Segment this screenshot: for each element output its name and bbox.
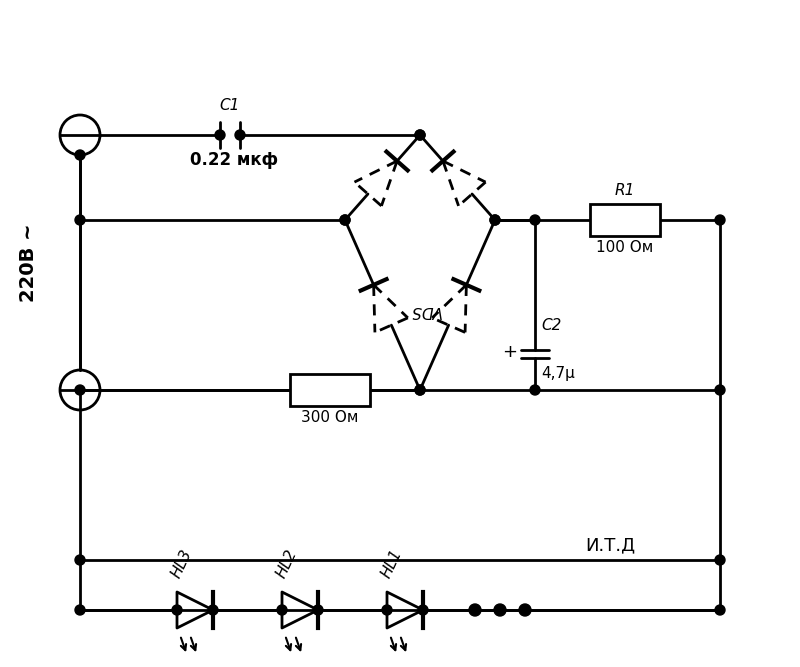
Circle shape xyxy=(235,130,245,140)
Circle shape xyxy=(382,605,392,615)
Text: C2: C2 xyxy=(541,318,562,333)
Circle shape xyxy=(490,215,500,225)
Circle shape xyxy=(415,385,425,395)
Circle shape xyxy=(469,604,481,616)
Circle shape xyxy=(530,385,540,395)
Bar xyxy=(590,204,660,236)
Circle shape xyxy=(715,555,725,565)
Text: 0.22 мкф: 0.22 мкф xyxy=(190,151,278,169)
Circle shape xyxy=(530,215,540,225)
Circle shape xyxy=(208,605,218,615)
Circle shape xyxy=(75,215,85,225)
Circle shape xyxy=(340,215,350,225)
Text: И.Т.Д: И.Т.Д xyxy=(585,536,635,554)
Circle shape xyxy=(75,385,85,395)
Text: 220В ~: 220В ~ xyxy=(18,223,38,301)
Circle shape xyxy=(172,605,182,615)
Text: +: + xyxy=(502,343,517,361)
Text: R1: R1 xyxy=(615,183,635,198)
Circle shape xyxy=(215,130,225,140)
Circle shape xyxy=(75,555,85,565)
Circle shape xyxy=(519,604,531,616)
Text: 4,7μ: 4,7μ xyxy=(541,366,574,381)
Circle shape xyxy=(415,130,425,140)
Circle shape xyxy=(313,605,323,615)
Circle shape xyxy=(494,604,506,616)
Text: HL3: HL3 xyxy=(169,547,195,580)
Text: 300 Ом: 300 Ом xyxy=(302,410,358,425)
Text: 100 Ом: 100 Ом xyxy=(596,240,654,255)
Circle shape xyxy=(715,385,725,395)
Circle shape xyxy=(75,150,85,160)
Circle shape xyxy=(340,215,350,225)
Text: C1: C1 xyxy=(220,98,240,113)
Circle shape xyxy=(715,215,725,225)
Text: HL2: HL2 xyxy=(274,547,300,580)
Circle shape xyxy=(415,130,425,140)
Text: VDS: VDS xyxy=(409,303,441,317)
Circle shape xyxy=(490,215,500,225)
Circle shape xyxy=(418,605,428,615)
Text: HL1: HL1 xyxy=(379,547,405,580)
Circle shape xyxy=(75,605,85,615)
Circle shape xyxy=(415,385,425,395)
Bar xyxy=(290,374,370,406)
Circle shape xyxy=(277,605,287,615)
Circle shape xyxy=(715,605,725,615)
